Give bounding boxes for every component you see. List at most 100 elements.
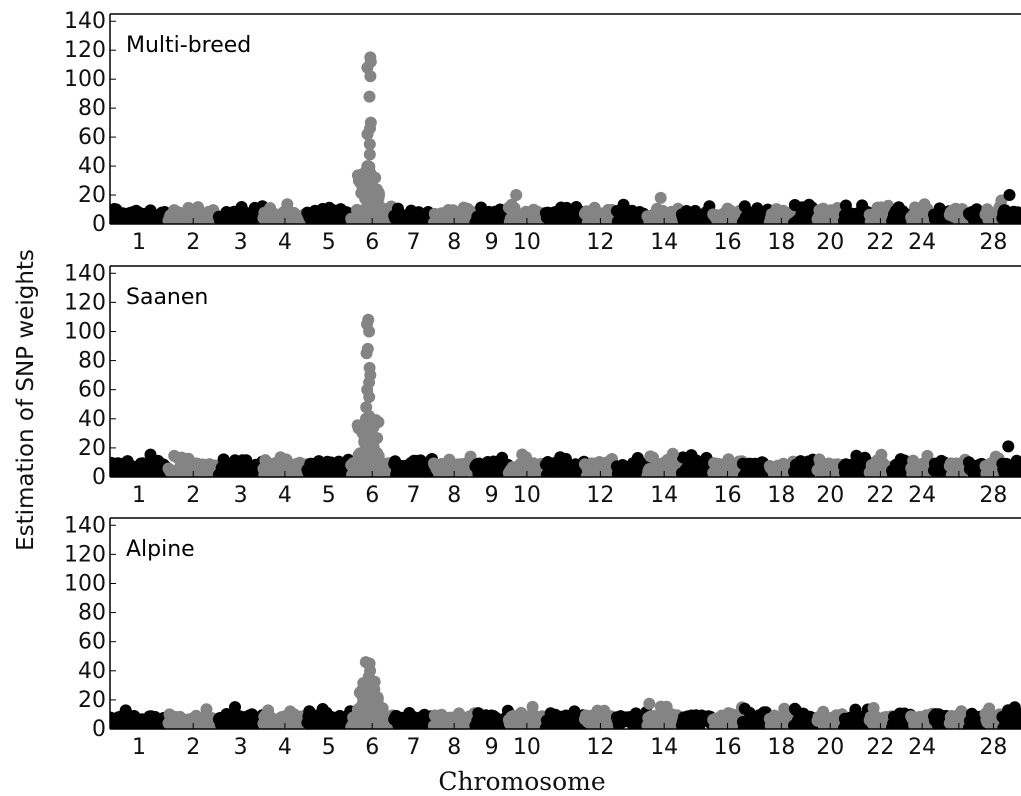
x-tick-label: 1: [132, 483, 146, 508]
y-tick-label: 60: [78, 125, 106, 150]
x-tick-label: 18: [767, 483, 795, 508]
y-tick-label: 60: [78, 630, 106, 655]
snp-peak-point: [369, 414, 382, 427]
x-tick-label: 2: [186, 230, 200, 255]
snp-point: [617, 198, 630, 211]
y-tick-label: 100: [64, 319, 106, 344]
x-tick-label: 8: [447, 735, 461, 760]
x-tick-label: 22: [866, 735, 894, 760]
x-tick-label: 14: [650, 483, 678, 508]
snp-peak-point: [354, 461, 367, 474]
x-tick-label: 7: [407, 230, 421, 255]
x-tick-label: 22: [866, 483, 894, 508]
y-tick-label: 140: [64, 261, 106, 286]
x-tick-label: 2: [186, 483, 200, 508]
x-tick-label: 2: [186, 735, 200, 760]
snp-peak-point: [510, 189, 523, 201]
x-tick-label: 3: [234, 230, 248, 255]
snp-peak-point: [352, 174, 365, 187]
snp-peak-point: [362, 160, 375, 173]
snp-point: [1014, 459, 1021, 472]
x-tick-label: 5: [322, 735, 336, 760]
x-tick-label: 5: [322, 483, 336, 508]
x-tick-label: 4: [278, 230, 292, 255]
x-tick-label: 24: [908, 230, 936, 255]
y-tick-label: 40: [78, 659, 106, 684]
snp-peak-point: [654, 191, 667, 204]
snp-points: [110, 656, 1021, 729]
x-tick-label: 6: [365, 483, 379, 508]
x-tick-label: 20: [816, 483, 844, 508]
x-tick-label: 14: [650, 735, 678, 760]
x-tick-label: 18: [767, 230, 795, 255]
x-axis-title: Chromosome: [438, 767, 605, 796]
y-tick-label: 60: [78, 378, 106, 403]
x-tick-label: 28: [979, 230, 1007, 255]
x-tick-label: 7: [407, 483, 421, 508]
x-tick-label: 3: [234, 483, 248, 508]
x-tick-label: 9: [485, 230, 499, 255]
x-tick-label: 10: [513, 483, 541, 508]
snp-point: [526, 700, 539, 713]
x-tick-label: 20: [816, 735, 844, 760]
y-tick-label: 80: [78, 96, 106, 121]
x-tick-label: 20: [816, 230, 844, 255]
snp-peak-point: [363, 391, 376, 403]
x-tick-label: 16: [714, 230, 742, 255]
y-tick-label: 80: [78, 601, 106, 626]
snp-peak-point: [372, 462, 385, 475]
snp-point: [643, 697, 656, 710]
x-tick-label: 24: [908, 483, 936, 508]
snp-peak-point: [357, 450, 370, 462]
snp-peak-point: [360, 347, 373, 360]
x-tick-label: 12: [586, 230, 614, 255]
y-tick-label: 40: [78, 154, 106, 179]
snp-peak-point: [1002, 440, 1015, 453]
y-tick-label: 0: [92, 465, 106, 490]
snp-peak-point: [364, 179, 376, 192]
y-tick-label: 20: [78, 183, 106, 208]
y-tick-label: 100: [64, 571, 106, 596]
snp-peak-point: [666, 447, 679, 460]
snp-peak-point: [364, 70, 377, 83]
snp-peak-point: [358, 435, 371, 448]
x-tick-label: 16: [714, 735, 742, 760]
snp-points: [110, 313, 1021, 477]
x-tick-label: 12: [586, 735, 614, 760]
snp-peak-point: [363, 90, 376, 103]
x-tick-label: 1: [132, 735, 146, 760]
snp-peak-point: [363, 148, 376, 161]
snp-peak-point: [357, 710, 370, 723]
panel-title: Alpine: [126, 537, 195, 562]
x-tick-label: 1: [132, 230, 146, 255]
x-tick-label: 7: [407, 735, 421, 760]
x-tick-label: 10: [513, 735, 541, 760]
x-tick-label: 22: [866, 230, 894, 255]
y-axis-title: Estimation of SNP weights: [13, 249, 39, 551]
y-tick-label: 0: [92, 212, 106, 237]
snp-point: [1014, 213, 1021, 224]
x-tick-label: 8: [447, 230, 461, 255]
y-tick-label: 120: [64, 38, 106, 63]
snp-peak-point: [358, 683, 371, 696]
snp-point: [1014, 720, 1021, 729]
x-tick-label: 28: [979, 483, 1007, 508]
x-tick-label: 10: [513, 230, 541, 255]
x-tick-label: 3: [234, 735, 248, 760]
snp-peak-point: [363, 138, 376, 151]
x-tick-label: 24: [908, 735, 936, 760]
snp-peak-point: [361, 128, 374, 141]
y-tick-label: 140: [64, 9, 106, 34]
snp-points: [110, 51, 1021, 224]
y-tick-label: 20: [78, 436, 106, 461]
x-tick-label: 6: [365, 735, 379, 760]
y-tick-label: 0: [92, 717, 106, 742]
x-tick-label: 28: [979, 735, 1007, 760]
y-tick-label: 140: [64, 513, 106, 538]
snp-peak-point: [363, 325, 376, 338]
x-tick-label: 4: [278, 735, 292, 760]
